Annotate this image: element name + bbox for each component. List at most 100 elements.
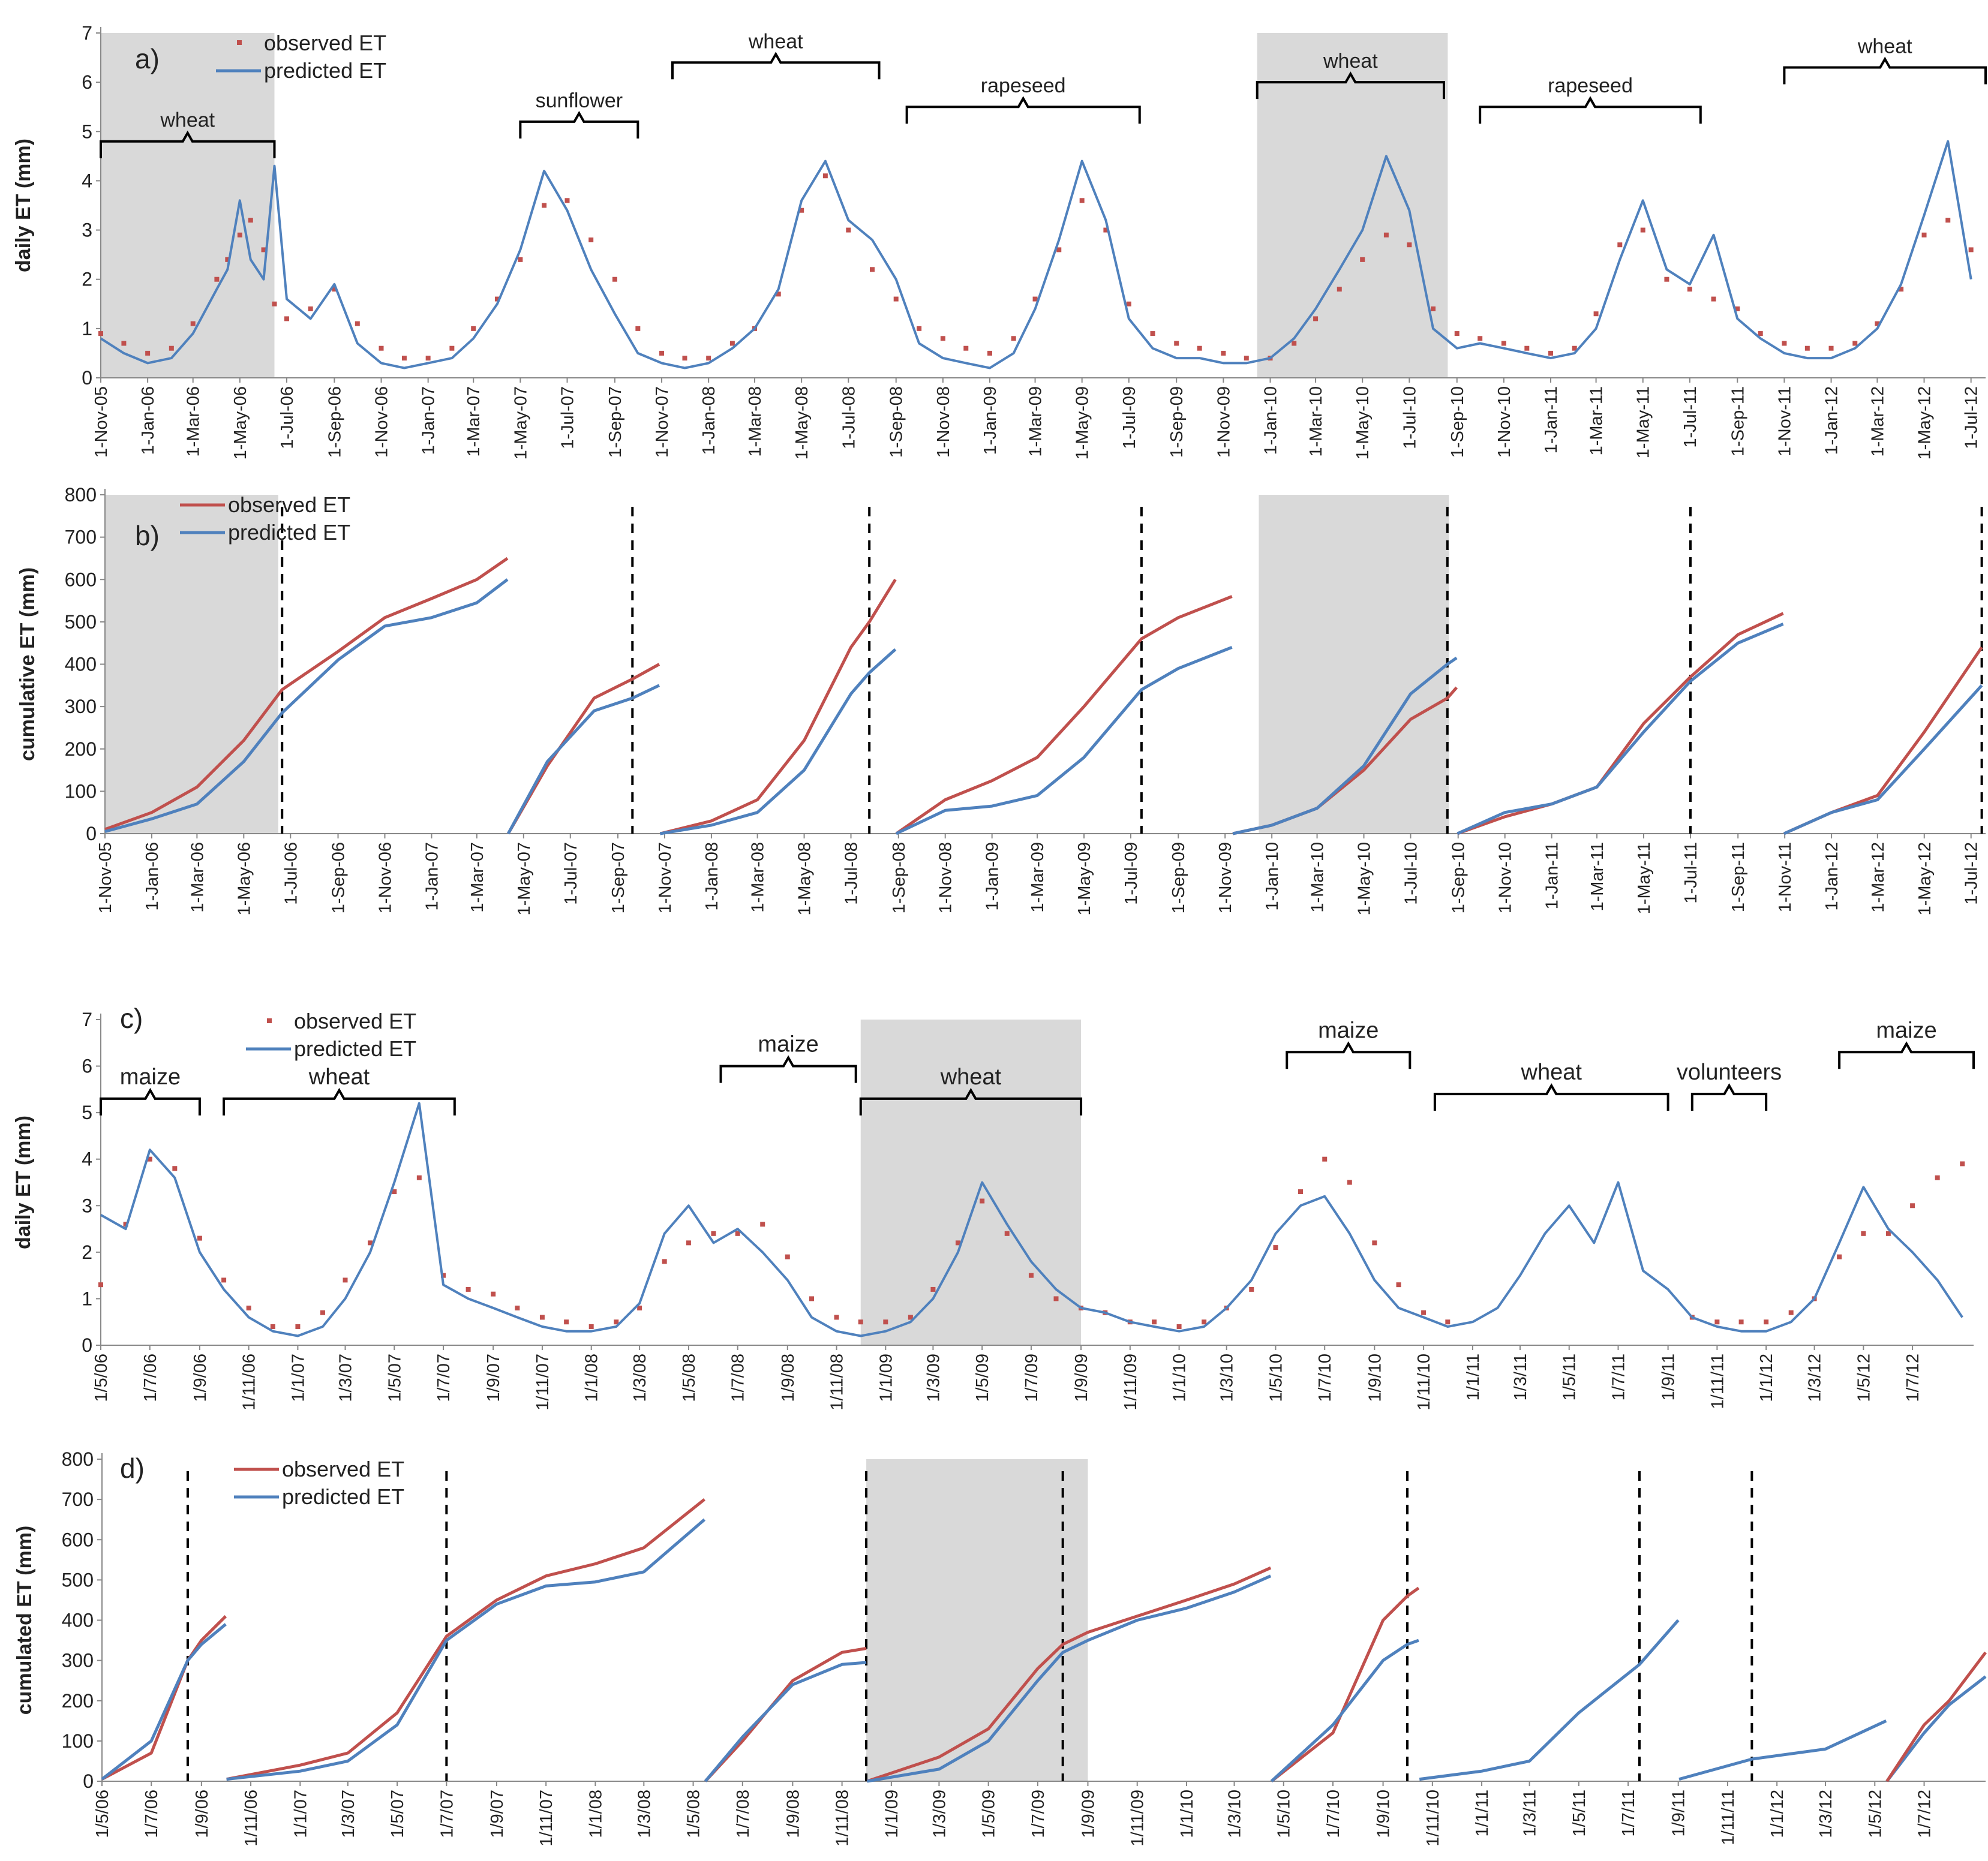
- observed-point: [466, 1286, 471, 1292]
- observed-point: [1028, 1273, 1034, 1278]
- observed-point: [1664, 276, 1669, 282]
- x-tick-label: 1-Sep-07: [609, 842, 628, 913]
- observed-point: [1960, 1161, 1965, 1166]
- observed-point: [1202, 1319, 1207, 1325]
- x-tick-label: 1/1/10: [1170, 1354, 1190, 1402]
- x-tick-label: 1/11/09: [1128, 1790, 1148, 1847]
- x-tick-label: 1-Jan-06: [143, 842, 162, 910]
- x-tick-label: 1/11/07: [537, 1790, 556, 1847]
- observed-point: [392, 1189, 397, 1195]
- observed-point: [471, 326, 476, 331]
- x-tick-label: 1/7/07: [434, 1354, 454, 1402]
- x-tick-label: 1/11/11: [1719, 1790, 1738, 1845]
- crop-bracket: [1256, 71, 1445, 100]
- y-tick-label: 700: [62, 1489, 94, 1510]
- shaded-period: [101, 33, 275, 378]
- x-tick-label: 1-Jul-06: [281, 842, 301, 905]
- x-tick-label: 1/5/12: [1854, 1354, 1873, 1402]
- observed-point: [1407, 242, 1412, 248]
- y-tick-label: 6: [82, 71, 92, 93]
- legend: observed ET predicted ET: [246, 1009, 416, 1061]
- x-tick-label: 1-Jul-10: [1401, 842, 1421, 905]
- x-tick-label: 1/9/07: [488, 1790, 507, 1838]
- x-tick-label: 1/5/10: [1266, 1354, 1286, 1402]
- x-tick-label: 1-Jan-12: [1822, 842, 1842, 910]
- crop-bracket: [519, 110, 639, 139]
- x-tick-label: 1-May-11: [1635, 842, 1654, 914]
- crop-label: maize: [1876, 1018, 1936, 1043]
- x-tick-label: 1-Nov-06: [376, 842, 395, 913]
- x-tick-label: 1/11/06: [242, 1790, 261, 1847]
- x-tick-label: 1-Jul-12: [1962, 842, 1981, 905]
- x-tick-label: 1/11/11: [1708, 1354, 1727, 1409]
- y-tick-label: 700: [65, 527, 97, 548]
- x-tick-label: 1/7/06: [142, 1790, 161, 1838]
- x-tick-label: 1/11/08: [828, 1354, 847, 1411]
- crop-bracket: [1783, 56, 1987, 85]
- predicted-cumulative-line: [866, 1574, 1272, 1783]
- x-tick-label: 1-Jul-11: [1681, 386, 1700, 448]
- predicted-cumulative-line: [101, 1623, 227, 1781]
- x-tick-label: 1-Nov-05: [92, 386, 111, 458]
- y-tick-label: 7: [82, 1009, 92, 1030]
- x-tick-label: 1/1/09: [876, 1354, 896, 1402]
- x-tick-label: 1-Sep-08: [890, 842, 909, 913]
- observed-cumulative-line: [704, 1647, 867, 1782]
- y-tick-label: 600: [62, 1529, 94, 1550]
- x-tick-label: 1/3/07: [337, 1354, 356, 1402]
- observed-point: [614, 1319, 619, 1325]
- x-tick-label: 1/3/11: [1521, 1790, 1540, 1836]
- x-tick-label: 1/3/09: [924, 1354, 943, 1402]
- observed-point: [1176, 1324, 1182, 1329]
- legend-label: predicted ET: [282, 1484, 404, 1509]
- observed-point: [1735, 306, 1740, 311]
- x-tick-label: 1-Sep-11: [1729, 842, 1748, 912]
- shaded-period: [860, 1020, 1082, 1345]
- observed-point: [1593, 311, 1599, 317]
- observed-point: [1837, 1254, 1842, 1259]
- observed-cumulative-line: [659, 578, 897, 835]
- x-tick-label: 1/9/09: [1072, 1354, 1091, 1402]
- x-tick-label: 1-Sep-10: [1449, 842, 1469, 913]
- observed-point: [1738, 1319, 1744, 1325]
- observed-point: [1150, 331, 1155, 336]
- observed-point: [1053, 1296, 1059, 1301]
- x-tick-label: 1/5/06: [92, 1354, 111, 1402]
- x-tick-label: 1/7/10: [1324, 1790, 1343, 1838]
- observed-point: [1572, 345, 1577, 351]
- observed-point: [1861, 1231, 1866, 1236]
- observed-point: [940, 336, 945, 341]
- observed-point: [197, 1235, 202, 1241]
- x-tick-label: 1-Mar-12: [1868, 386, 1887, 457]
- x-tick-label: 1/1/07: [289, 1354, 308, 1402]
- x-tick-label: 1/5/07: [385, 1354, 404, 1402]
- x-tick-label: 1-Nov-07: [653, 386, 672, 458]
- x-tick-label: 1-Nov-07: [656, 842, 675, 913]
- observed-point: [870, 267, 875, 272]
- x-tick-label: 1-Jan-10: [1262, 386, 1281, 455]
- x-tick-label: 1/1/08: [582, 1354, 602, 1402]
- y-tick-label: 500: [62, 1569, 94, 1591]
- observed-cumulative-line: [1457, 612, 1784, 835]
- observed-point: [214, 276, 220, 282]
- observed-point: [682, 356, 687, 361]
- x-tick-label: 1/1/09: [882, 1790, 902, 1838]
- x-tick-label: 1-Mar-06: [188, 842, 207, 913]
- observed-point: [147, 1156, 152, 1162]
- observed-point: [1347, 1180, 1352, 1185]
- crop-label: sunflower: [536, 89, 623, 112]
- x-tick-label: 1-Jan-11: [1543, 842, 1562, 909]
- x-tick-label: 1-May-06: [231, 386, 250, 460]
- observed-point: [121, 341, 127, 346]
- observed-point: [776, 291, 781, 297]
- observed-cumulative-line: [226, 1498, 705, 1781]
- crop-label: rapeseed: [1548, 74, 1633, 97]
- crop-label: wheat: [1323, 50, 1378, 73]
- x-tick-label: 1-Sep-09: [1167, 386, 1187, 458]
- x-tick-label: 1-May-09: [1073, 386, 1092, 460]
- observed-point: [588, 237, 594, 242]
- x-tick-label: 1/1/10: [1178, 1790, 1197, 1838]
- x-tick-label: 1/9/10: [1374, 1790, 1394, 1838]
- y-tick-label: 1: [82, 1288, 92, 1309]
- panel-b: 0 100 200 300 400 500 600 700 800 cumulative ET (…: [16, 484, 1986, 916]
